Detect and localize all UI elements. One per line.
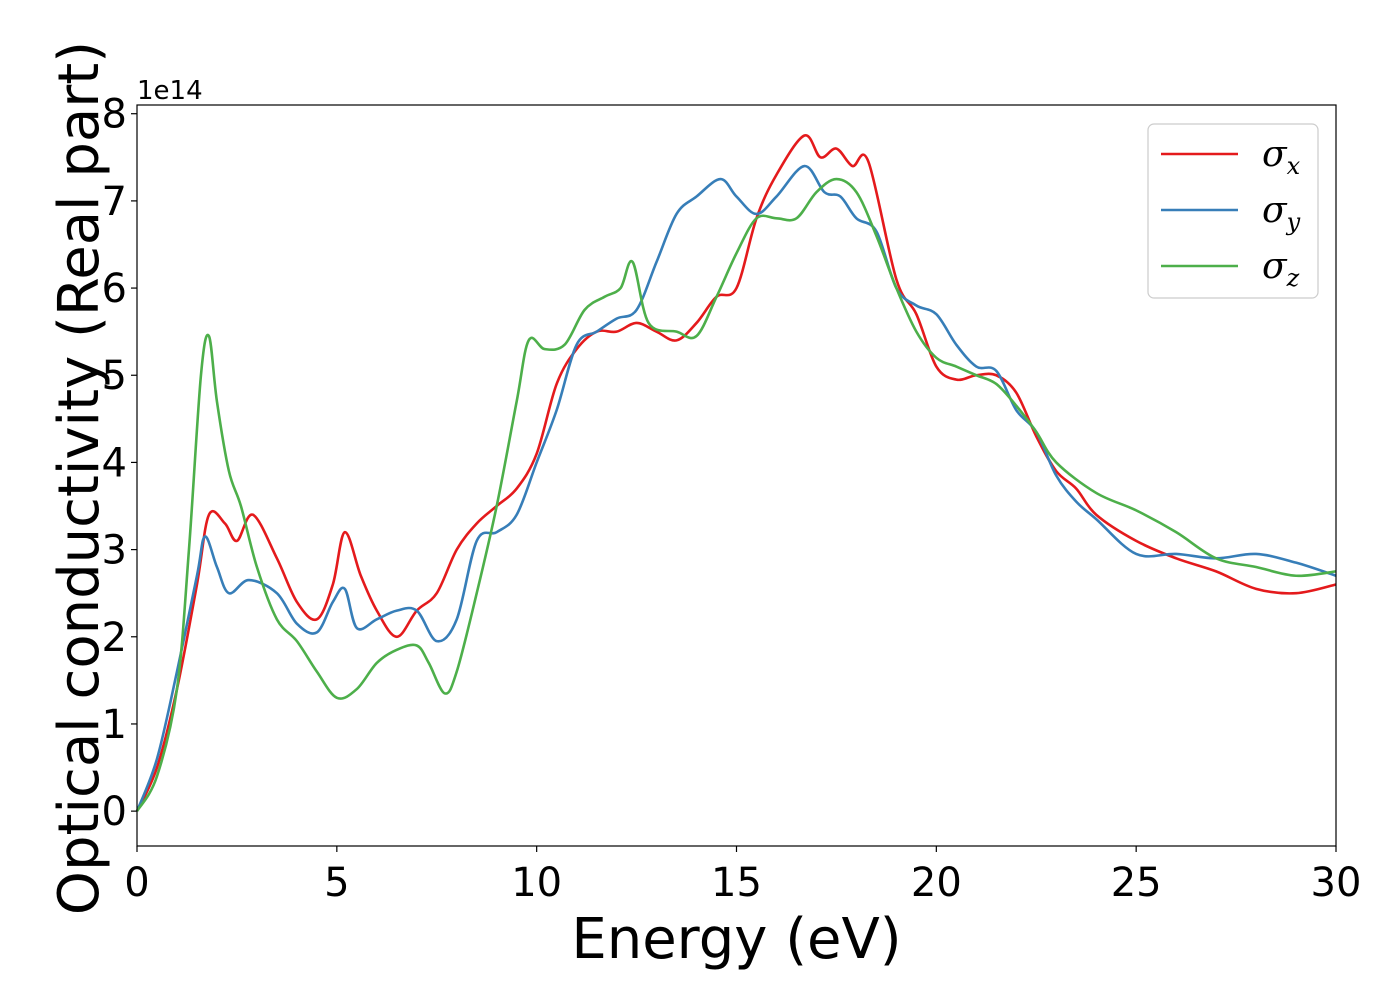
y-tick-label: 2 [102, 615, 127, 661]
x-tick-label: 5 [324, 860, 349, 906]
y-axis-title: Optical conductivity (Real part) [47, 41, 112, 915]
x-axis-title: Energy (eV) [571, 907, 901, 972]
y-offset-label: 1e14 [137, 76, 203, 106]
x-axis: 0 5 10 15 20 25 30 [124, 846, 1361, 906]
series-line-x [135, 134, 1337, 812]
y-tick-label: 7 [102, 179, 127, 225]
y-axis: 0 1 2 3 4 5 6 7 8 [102, 92, 137, 835]
series-layer [135, 134, 1337, 812]
y-tick-label: 1 [102, 702, 127, 748]
y-tick-label: 4 [102, 440, 127, 486]
x-tick-label: 10 [511, 860, 562, 906]
legend-label-z: σz [1262, 246, 1300, 292]
x-tick-label: 20 [911, 860, 962, 906]
x-tick-label: 0 [124, 860, 149, 906]
legend: σx σy σz [1147, 123, 1319, 299]
y-tick-label: 8 [102, 92, 127, 138]
y-tick-label: 3 [102, 528, 127, 574]
legend-label-x: σx [1262, 134, 1301, 180]
legend-label-y: σy [1262, 190, 1301, 236]
y-tick-label: 0 [102, 789, 127, 835]
y-tick-label: 5 [102, 353, 127, 399]
x-tick-label: 30 [1311, 860, 1362, 906]
x-tick-label: 25 [1111, 860, 1162, 906]
x-tick-label: 15 [711, 860, 762, 906]
series-line-z [135, 177, 1337, 812]
y-tick-label: 6 [102, 266, 127, 312]
